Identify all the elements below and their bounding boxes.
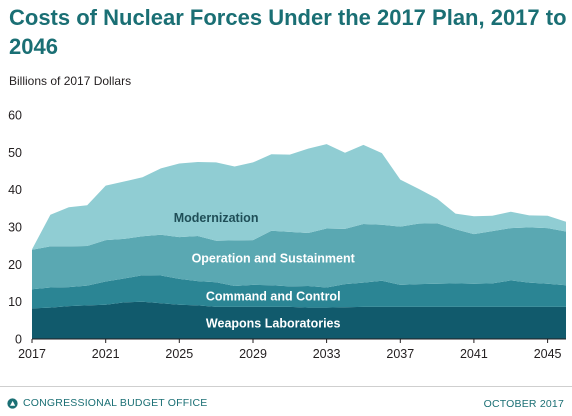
chart-title: Costs of Nuclear Forces Under the 2017 P… (9, 5, 567, 59)
area-weapons-laboratories (32, 301, 566, 339)
series-label-weapons-laboratories: Weapons Laboratories (206, 316, 341, 330)
x-tick-label: 2037 (386, 347, 414, 361)
x-tick-label: 2025 (165, 347, 193, 361)
series-label-command-and-control: Command and Control (206, 290, 341, 304)
x-tick-label: 2045 (534, 347, 562, 361)
y-tick-label: 60 (8, 109, 22, 123)
area-layers (32, 144, 566, 339)
y-tick-label: 50 (8, 146, 22, 160)
footer-organization: CONGRESSIONAL BUDGET OFFICE (7, 397, 208, 409)
x-tick-label: 2017 (18, 347, 46, 361)
cbo-logo-icon (7, 397, 18, 409)
stacked-area-chart: Weapons Laboratories Command and Control O… (8, 109, 566, 361)
y-tick-label: 20 (8, 258, 22, 272)
series-labels: Weapons Laboratories Command and Control O… (174, 211, 356, 331)
area-command-and-control (32, 275, 566, 309)
y-tick-label: 40 (8, 183, 22, 197)
x-tick-label: 2041 (460, 347, 488, 361)
series-label-operation-and-sustainment: Operation and Sustainment (192, 252, 356, 266)
y-tick-label: 0 (15, 333, 22, 347)
y-axis: 0 10 20 30 40 50 60 (8, 109, 22, 347)
x-axis: 2017 2021 2025 2029 2033 2037 2041 2045 (18, 338, 566, 361)
x-tick-label: 2033 (313, 347, 341, 361)
organization-name: CONGRESSIONAL BUDGET OFFICE (23, 397, 208, 409)
publication-date: OCTOBER 2017 (483, 398, 564, 410)
y-tick-label: 30 (8, 221, 22, 235)
x-tick-label: 2029 (239, 347, 267, 361)
footer-divider (0, 386, 572, 387)
x-tick-label: 2021 (92, 347, 120, 361)
y-axis-label: Billions of 2017 Dollars (9, 74, 132, 88)
series-label-modernization: Modernization (174, 211, 259, 225)
area-operation-and-sustainment (32, 223, 566, 290)
y-tick-label: 10 (8, 295, 22, 309)
area-modernization (32, 144, 566, 250)
